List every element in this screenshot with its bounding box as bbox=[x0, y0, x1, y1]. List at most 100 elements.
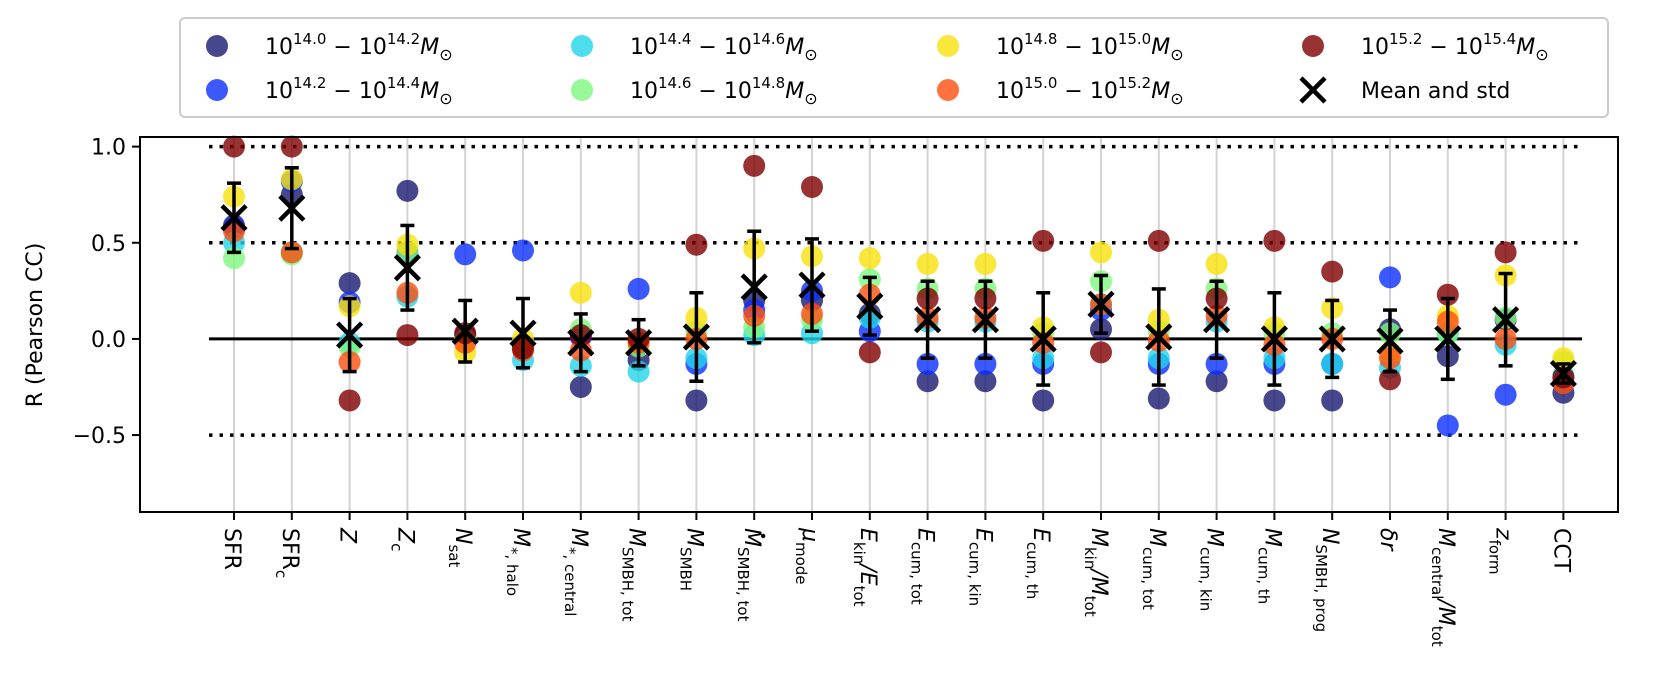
legend-label: 1014.4 − 1014.6M⊙ bbox=[630, 30, 818, 64]
x-tick-label: M*, central bbox=[561, 528, 591, 616]
x-tick-label: MSMBH, tot bbox=[734, 528, 764, 622]
legend-label: Mean and std bbox=[1361, 79, 1510, 104]
mean-std-marker bbox=[509, 296, 537, 370]
x-tick-label: zform bbox=[1486, 527, 1516, 575]
mean-std-marker bbox=[971, 279, 999, 360]
y-tick-label: 0.5 bbox=[91, 232, 126, 257]
x-tick-label: CCT bbox=[1548, 528, 1573, 573]
x-tick-label: Z bbox=[335, 527, 360, 544]
legend-label: 1014.6 − 1014.8M⊙ bbox=[630, 74, 818, 108]
x-tick-label: Mkin/Mtot bbox=[1081, 528, 1111, 617]
data-point bbox=[1090, 241, 1112, 264]
mean-std-marker bbox=[1318, 298, 1346, 380]
legend-marker bbox=[206, 79, 228, 101]
data-point bbox=[1494, 383, 1517, 406]
x-tick-label: Mcentral/Mtot bbox=[1428, 528, 1458, 647]
data-point bbox=[1379, 368, 1401, 391]
data-point bbox=[801, 176, 823, 198]
dot-accent bbox=[761, 533, 766, 539]
data-point bbox=[1147, 387, 1170, 410]
legend-label: 1014.0 − 1014.2M⊙ bbox=[265, 30, 453, 64]
data-point bbox=[974, 370, 997, 393]
legend-item: 1014.2 − 1014.4M⊙ bbox=[206, 74, 453, 108]
data-point bbox=[858, 247, 881, 270]
data-point bbox=[685, 389, 708, 412]
mean-std-marker bbox=[798, 237, 826, 333]
x-tick-label: Zc bbox=[387, 527, 417, 551]
mean-std-marker bbox=[336, 296, 364, 374]
legend-label: 1014.8 − 1015.0M⊙ bbox=[996, 30, 1184, 64]
mean-std-marker bbox=[1145, 287, 1173, 387]
x-tick-label: δr bbox=[1375, 528, 1400, 552]
mean-std-marker bbox=[856, 275, 884, 337]
mean-std-marker bbox=[1434, 296, 1462, 382]
mean-std-marker bbox=[1029, 291, 1057, 387]
x-tick-label: NSMBH, prog bbox=[1312, 528, 1342, 632]
x-tick-label: Mcum, tot bbox=[1139, 528, 1169, 610]
data-point bbox=[1090, 341, 1112, 364]
data-point bbox=[396, 324, 419, 347]
data-point bbox=[1494, 241, 1517, 264]
legend-marker bbox=[1302, 35, 1324, 57]
legend-item: 1015.0 − 1015.2M⊙ bbox=[937, 74, 1184, 108]
x-tick-label: MSMBH bbox=[676, 528, 706, 591]
x-tick-label: Ecum, th bbox=[1023, 528, 1053, 599]
mean-std-marker bbox=[1492, 271, 1520, 368]
legend-marker bbox=[937, 35, 959, 57]
legend-item: 1014.6 − 1014.8M⊙ bbox=[571, 74, 818, 108]
x-tick-label: Ecum, kin bbox=[965, 528, 995, 606]
data-point bbox=[1436, 414, 1459, 437]
legend-marker bbox=[206, 35, 228, 57]
mean-std-marker bbox=[567, 312, 595, 374]
data-point bbox=[280, 135, 303, 158]
legend-marker bbox=[571, 79, 593, 101]
y-axis-label: R (Pearson CC) bbox=[23, 243, 48, 408]
legend-marker bbox=[937, 79, 959, 101]
mean-std-marker bbox=[1376, 308, 1404, 374]
legend-item-mean: Mean and std bbox=[1299, 76, 1510, 104]
data-point bbox=[974, 252, 997, 275]
mean-std-marker bbox=[914, 279, 942, 360]
x-tick-label: Nsat bbox=[445, 528, 475, 567]
legend-item: 1014.8 − 1015.0M⊙ bbox=[937, 30, 1184, 64]
mean-std-marker bbox=[1203, 279, 1231, 360]
x-tick-label: SFR bbox=[219, 528, 244, 570]
data-point bbox=[338, 272, 361, 295]
mean-std-marker bbox=[220, 181, 248, 255]
legend: 1014.0 − 1014.2M⊙ 1014.4 − 1014.6M⊙ 1014.8… bbox=[179, 17, 1609, 118]
data-point bbox=[569, 376, 592, 398]
mean-std-marker bbox=[625, 317, 653, 368]
x-tick-label: Ecum, tot bbox=[908, 528, 938, 605]
data-point bbox=[1032, 389, 1055, 412]
y-tick-label: −0.5 bbox=[73, 424, 126, 449]
data-point bbox=[743, 154, 766, 177]
mean-std-marker bbox=[1549, 359, 1577, 388]
data-point bbox=[1205, 252, 1228, 275]
data-point bbox=[338, 389, 361, 412]
data-point bbox=[1321, 260, 1344, 283]
data-point bbox=[1263, 389, 1286, 412]
legend-marker bbox=[571, 35, 593, 57]
x-tick-label: SFRc bbox=[272, 528, 302, 578]
x-tick-label: Ekin/Etot bbox=[850, 528, 880, 607]
x-tick-label: Mcum, th bbox=[1254, 528, 1284, 604]
data-point bbox=[1263, 229, 1286, 252]
data-point bbox=[916, 252, 939, 275]
data-point bbox=[396, 179, 419, 202]
mean-std-marker bbox=[451, 298, 479, 364]
legend-label: 1014.2 − 1014.4M⊙ bbox=[265, 74, 453, 108]
legend-frame bbox=[179, 17, 1609, 118]
data-point bbox=[1147, 229, 1170, 252]
data-point bbox=[1032, 229, 1055, 252]
data-point bbox=[223, 135, 245, 158]
mean-std-marker bbox=[740, 229, 768, 345]
x-tick-label: M*, halo bbox=[503, 528, 533, 596]
x-axis-labels: SFR SFRc Z Zc Nsat M*, halo M*, central MSMBH, … bbox=[219, 512, 1573, 647]
legend-item: 1014.4 − 1014.6M⊙ bbox=[571, 30, 818, 64]
data-point bbox=[916, 370, 939, 393]
data-point bbox=[512, 239, 534, 262]
legend-item: 1015.2 − 1015.4M⊙ bbox=[1302, 30, 1549, 64]
data-point bbox=[454, 243, 477, 266]
mean-std-marker bbox=[278, 166, 306, 251]
